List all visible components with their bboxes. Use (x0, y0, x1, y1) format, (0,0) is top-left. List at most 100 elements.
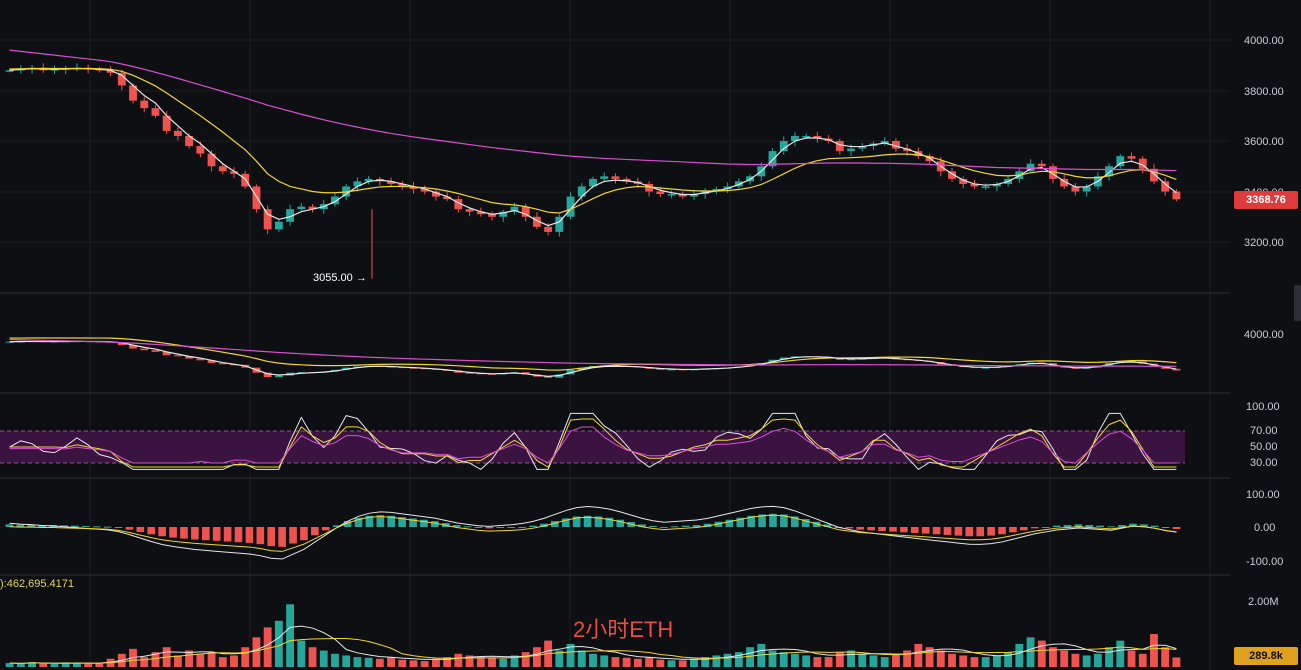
volume-bar (196, 653, 205, 667)
boll-candle (656, 368, 665, 370)
macd-histogram-bar (60, 525, 68, 527)
macd-histogram-bar (790, 516, 799, 527)
candle-body (162, 115, 171, 131)
candle-body (140, 100, 149, 109)
candle-body (959, 178, 968, 184)
candle-body (577, 186, 586, 197)
candle-body (488, 214, 496, 217)
macd-histogram-bar (158, 527, 166, 537)
macd-histogram-bar (332, 525, 341, 527)
candle-body (117, 72, 126, 86)
macd-histogram-bar (900, 527, 908, 533)
boll-candle (129, 345, 137, 349)
volume-bar (1172, 657, 1181, 667)
volume-bar (645, 657, 654, 667)
candle-body (353, 181, 362, 187)
ma-slow-line (9, 49, 1177, 172)
macd-histogram-bar (1063, 525, 1072, 527)
volume-bar (532, 647, 541, 667)
boll-candle (140, 348, 149, 351)
macd-histogram-bar (823, 524, 832, 527)
candle-body (129, 85, 137, 101)
volume-bar (409, 660, 418, 667)
macd-pane (5, 505, 1181, 560)
macd-histogram-bar (1052, 525, 1061, 527)
volume-bar (858, 653, 867, 667)
candle-body (420, 188, 429, 192)
candle-body (1060, 178, 1069, 187)
scale-drag-handle[interactable] (1294, 285, 1301, 321)
volume-bar (454, 653, 463, 667)
volume-bar (824, 657, 833, 667)
macd-histogram-bar (311, 527, 319, 536)
candle-body (948, 171, 956, 179)
boll-mid-line (9, 340, 1177, 377)
candle-body (510, 206, 519, 212)
volume-bar (263, 627, 272, 667)
candle-body (1049, 166, 1057, 179)
macd-histogram-bar (212, 527, 221, 541)
macd-histogram-bar (136, 527, 145, 532)
macd-histogram-bar (856, 527, 865, 530)
candle-body (1138, 158, 1147, 169)
volume-bar (992, 655, 1001, 667)
candle-body (465, 209, 474, 212)
candle-body (768, 151, 777, 167)
macd-histogram-bar (1107, 526, 1115, 528)
candle-body (476, 211, 485, 215)
volume-bar (936, 650, 945, 667)
macd-histogram-bar (998, 527, 1006, 535)
candle-body (970, 183, 979, 187)
volume-bar (1082, 655, 1091, 667)
boll-candle (847, 359, 855, 361)
macd-histogram-bar (529, 525, 537, 527)
boll-candle (196, 358, 205, 361)
volume-bar (39, 663, 48, 667)
macd-histogram-bar (496, 527, 505, 528)
last-price-tag: 3368.76 (1234, 191, 1298, 209)
macd-histogram-bar (703, 523, 712, 527)
boll-candle (162, 351, 171, 356)
rsi-mid-line (9, 418, 1177, 468)
low-price-annotation: 3055.00 → (313, 272, 367, 284)
volume-bar (1150, 634, 1158, 667)
candle-body (992, 183, 1001, 187)
price-tick-3600: 3600.00 (1244, 136, 1284, 148)
macd-histogram-bar (1096, 525, 1105, 527)
macd-histogram-bar (638, 524, 646, 527)
volume-bar (847, 650, 855, 667)
volume-bar (241, 647, 250, 667)
macd-histogram-bar (234, 527, 243, 543)
volume-bar (678, 660, 687, 667)
volume-bar (1037, 640, 1046, 667)
volume-bar (185, 650, 194, 667)
price-tick-3200: 3200.00 (1244, 237, 1284, 249)
macd-histogram-bar (540, 523, 548, 527)
macd-histogram-bar (616, 519, 625, 527)
candle-body (185, 135, 194, 147)
candle-body (813, 135, 822, 139)
volume-bar (611, 657, 620, 667)
candle-body (667, 194, 676, 196)
macd-histogram-bar (561, 518, 570, 527)
candle-body (1116, 156, 1125, 167)
macd-histogram-bar (910, 527, 919, 533)
volume-bar (443, 657, 452, 667)
macd-histogram-bar (267, 527, 276, 547)
candle-body (1127, 156, 1136, 159)
volume-bar (1105, 647, 1114, 667)
candle-body (432, 191, 440, 197)
volume-bar (218, 657, 227, 667)
volume-bar (331, 653, 339, 667)
volume-bar (308, 647, 317, 667)
volume-bar (768, 650, 777, 667)
macd-histogram-bar (278, 527, 286, 547)
candle-body (835, 141, 844, 152)
macd-histogram-bar (485, 527, 494, 529)
volume-bar (230, 655, 238, 667)
macd-histogram-bar (431, 521, 439, 527)
volume-bar (869, 655, 878, 667)
macd-histogram-bar (660, 527, 668, 528)
macd-histogram-bar (1009, 527, 1017, 533)
